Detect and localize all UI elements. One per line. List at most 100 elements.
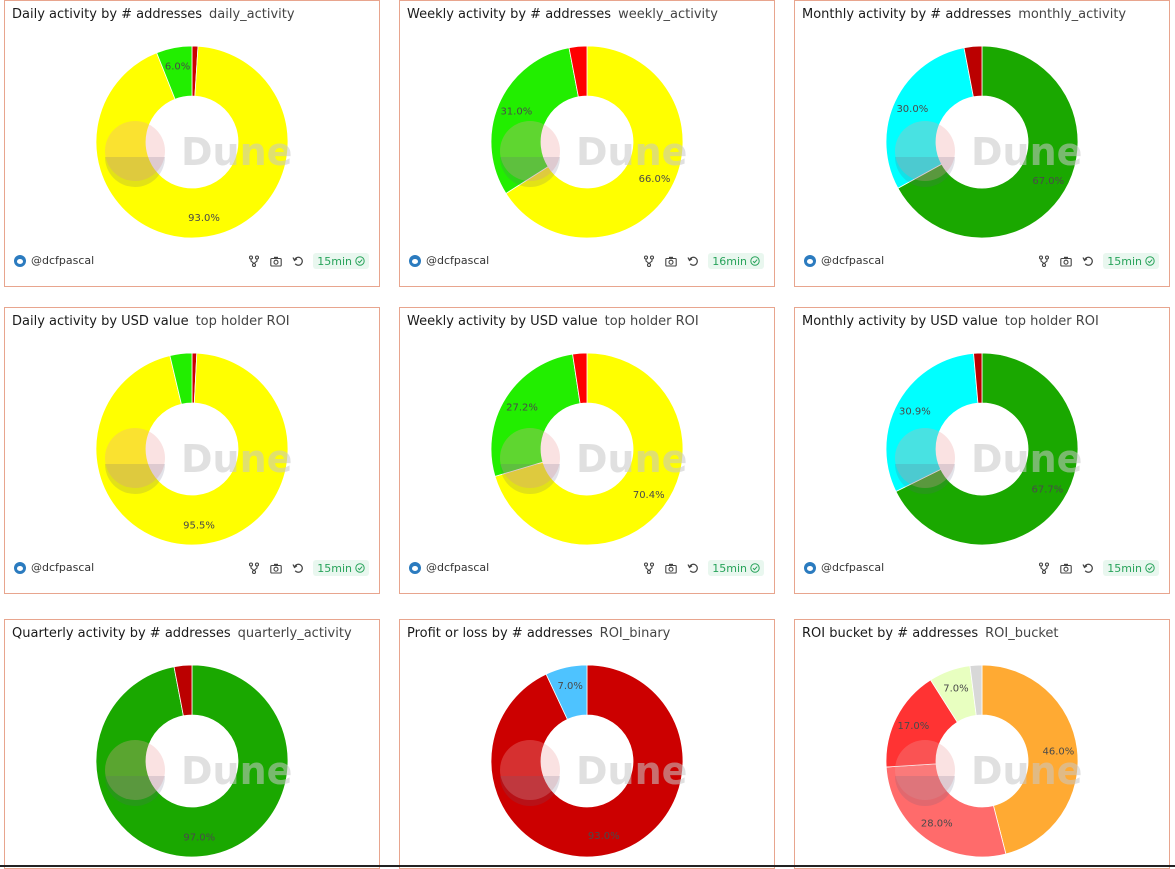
author-name: @dcfpascal — [821, 254, 885, 267]
refresh-icon[interactable] — [1081, 254, 1095, 268]
pie-slice[interactable] — [897, 45, 1079, 239]
pie-slice[interactable] — [95, 45, 289, 239]
check-circle-icon — [750, 563, 760, 573]
fork-icon[interactable] — [1037, 254, 1051, 268]
donut-chart[interactable]: 70.4% 27.2% Dune — [400, 308, 775, 558]
watermark-text: Dune — [181, 749, 292, 793]
pie-slice[interactable] — [885, 352, 979, 493]
dune-watermark: Dune — [500, 428, 687, 494]
pie-slice[interactable] — [494, 352, 684, 546]
card-title[interactable]: Monthly activity by # addresses — [802, 7, 1012, 22]
pie-slice[interactable] — [490, 47, 579, 194]
camera-icon[interactable] — [1059, 561, 1073, 575]
check-circle-icon — [1145, 256, 1155, 266]
refresh-status-badge: 15min — [1103, 560, 1159, 576]
card-title[interactable]: Profit or loss by # addresses — [407, 626, 593, 641]
pie-slice[interactable] — [568, 45, 588, 98]
refresh-time: 15min — [317, 254, 352, 268]
slice-label: 31.0% — [500, 106, 532, 117]
fork-icon[interactable] — [247, 561, 261, 575]
pie-slice[interactable] — [156, 45, 193, 100]
fork-icon[interactable] — [642, 561, 656, 575]
card-header: Daily activity by USD value top holder RO… — [12, 314, 290, 330]
check-circle-icon — [355, 256, 365, 266]
pie-slice[interactable] — [505, 45, 684, 239]
pie-slice[interactable] — [885, 763, 1007, 858]
pie-slice[interactable] — [973, 352, 983, 404]
card-title[interactable]: Weekly activity by # addresses — [407, 7, 612, 22]
donut-chart[interactable]: 67.7% 30.9% Dune — [795, 308, 1170, 558]
chart-card: Daily activity by # addresses daily_activ… — [4, 0, 380, 287]
card-title[interactable]: Quarterly activity by # addresses — [12, 626, 231, 641]
camera-icon[interactable] — [269, 561, 283, 575]
pie-slice[interactable] — [169, 352, 193, 405]
dune-watermark: Dune — [500, 121, 687, 187]
author[interactable]: @dcfpascal — [409, 562, 489, 574]
watermark-text: Dune — [576, 749, 687, 793]
pie-slice[interactable] — [981, 664, 1079, 855]
card-header: Profit or loss by # addresses ROI_binary — [407, 626, 670, 642]
watermark-text: Dune — [971, 749, 1082, 793]
card-title[interactable]: Daily activity by # addresses — [12, 7, 203, 22]
refresh-icon[interactable] — [1081, 561, 1095, 575]
donut-chart[interactable]: 46.0% 28.0% 17.0% 7.0% Dune — [795, 620, 1170, 869]
refresh-icon[interactable] — [291, 254, 305, 268]
camera-icon[interactable] — [1059, 254, 1073, 268]
card-title[interactable]: ROI bucket by # addresses — [802, 626, 979, 641]
author[interactable]: @dcfpascal — [804, 562, 884, 574]
card-actions: 15min — [1029, 560, 1159, 576]
watermark-text: Dune — [576, 130, 687, 174]
pie-slice[interactable] — [895, 352, 1079, 546]
slice-label: 70.4% — [633, 490, 665, 501]
slice-label: 67.0% — [1032, 176, 1064, 187]
pie-slice[interactable] — [885, 47, 974, 189]
pie-slice[interactable] — [490, 353, 581, 477]
card-title[interactable]: Weekly activity by USD value — [407, 314, 598, 329]
donut-chart[interactable]: 93.0% 7.0% Dune — [400, 620, 775, 869]
chart-card: ROI bucket by # addresses ROI_bucket 46.0%… — [794, 619, 1170, 869]
card-header: Daily activity by # addresses daily_activ… — [12, 7, 295, 23]
pie-slice[interactable] — [963, 45, 983, 98]
refresh-status-badge: 15min — [1103, 253, 1159, 269]
camera-icon[interactable] — [269, 254, 283, 268]
donut-chart[interactable]: 93.0% 6.0% Dune — [5, 1, 380, 251]
slice-label: 97.0% — [183, 833, 215, 844]
slice-label: 95.5% — [183, 521, 215, 532]
author[interactable]: @dcfpascal — [14, 255, 94, 267]
donut-chart[interactable]: 66.0% 31.0% Dune — [400, 1, 775, 251]
fork-icon[interactable] — [247, 254, 261, 268]
author[interactable]: @dcfpascal — [804, 255, 884, 267]
fork-icon[interactable] — [642, 254, 656, 268]
refresh-icon[interactable] — [686, 254, 700, 268]
card-title[interactable]: Monthly activity by USD value — [802, 314, 998, 329]
donut-chart[interactable]: 97.0% Dune — [5, 620, 380, 869]
pie-slice[interactable] — [95, 352, 289, 546]
author-name: @dcfpascal — [821, 561, 885, 574]
card-header: Monthly activity by # addresses monthly_a… — [802, 7, 1126, 23]
camera-icon[interactable] — [664, 561, 678, 575]
author[interactable]: @dcfpascal — [409, 255, 489, 267]
card-subtitle: weekly_activity — [618, 7, 718, 22]
author[interactable]: @dcfpascal — [14, 562, 94, 574]
card-subtitle: daily_activity — [209, 7, 295, 22]
fork-icon[interactable] — [1037, 561, 1051, 575]
pie-slice[interactable] — [545, 664, 588, 720]
pie-slice[interactable] — [490, 664, 684, 858]
refresh-time: 15min — [317, 561, 352, 575]
pie-slice[interactable] — [173, 664, 193, 717]
donut-chart[interactable]: 67.0% 30.0% Dune — [795, 1, 1170, 251]
slice-label: 7.0% — [557, 681, 582, 692]
pie-slice[interactable] — [969, 664, 983, 716]
pie-slice[interactable] — [95, 664, 289, 858]
camera-icon[interactable] — [664, 254, 678, 268]
refresh-status-badge: 16min — [708, 253, 764, 269]
refresh-icon[interactable] — [686, 561, 700, 575]
refresh-icon[interactable] — [291, 561, 305, 575]
dune-watermark: Dune — [895, 428, 1082, 494]
card-title[interactable]: Daily activity by USD value — [12, 314, 189, 329]
refresh-time: 16min — [712, 254, 747, 268]
card-footer: @dcfpascal 15min — [804, 560, 1159, 580]
avatar — [14, 562, 26, 574]
donut-chart[interactable]: 95.5% Dune — [5, 308, 380, 558]
pie-slice[interactable] — [572, 352, 588, 404]
